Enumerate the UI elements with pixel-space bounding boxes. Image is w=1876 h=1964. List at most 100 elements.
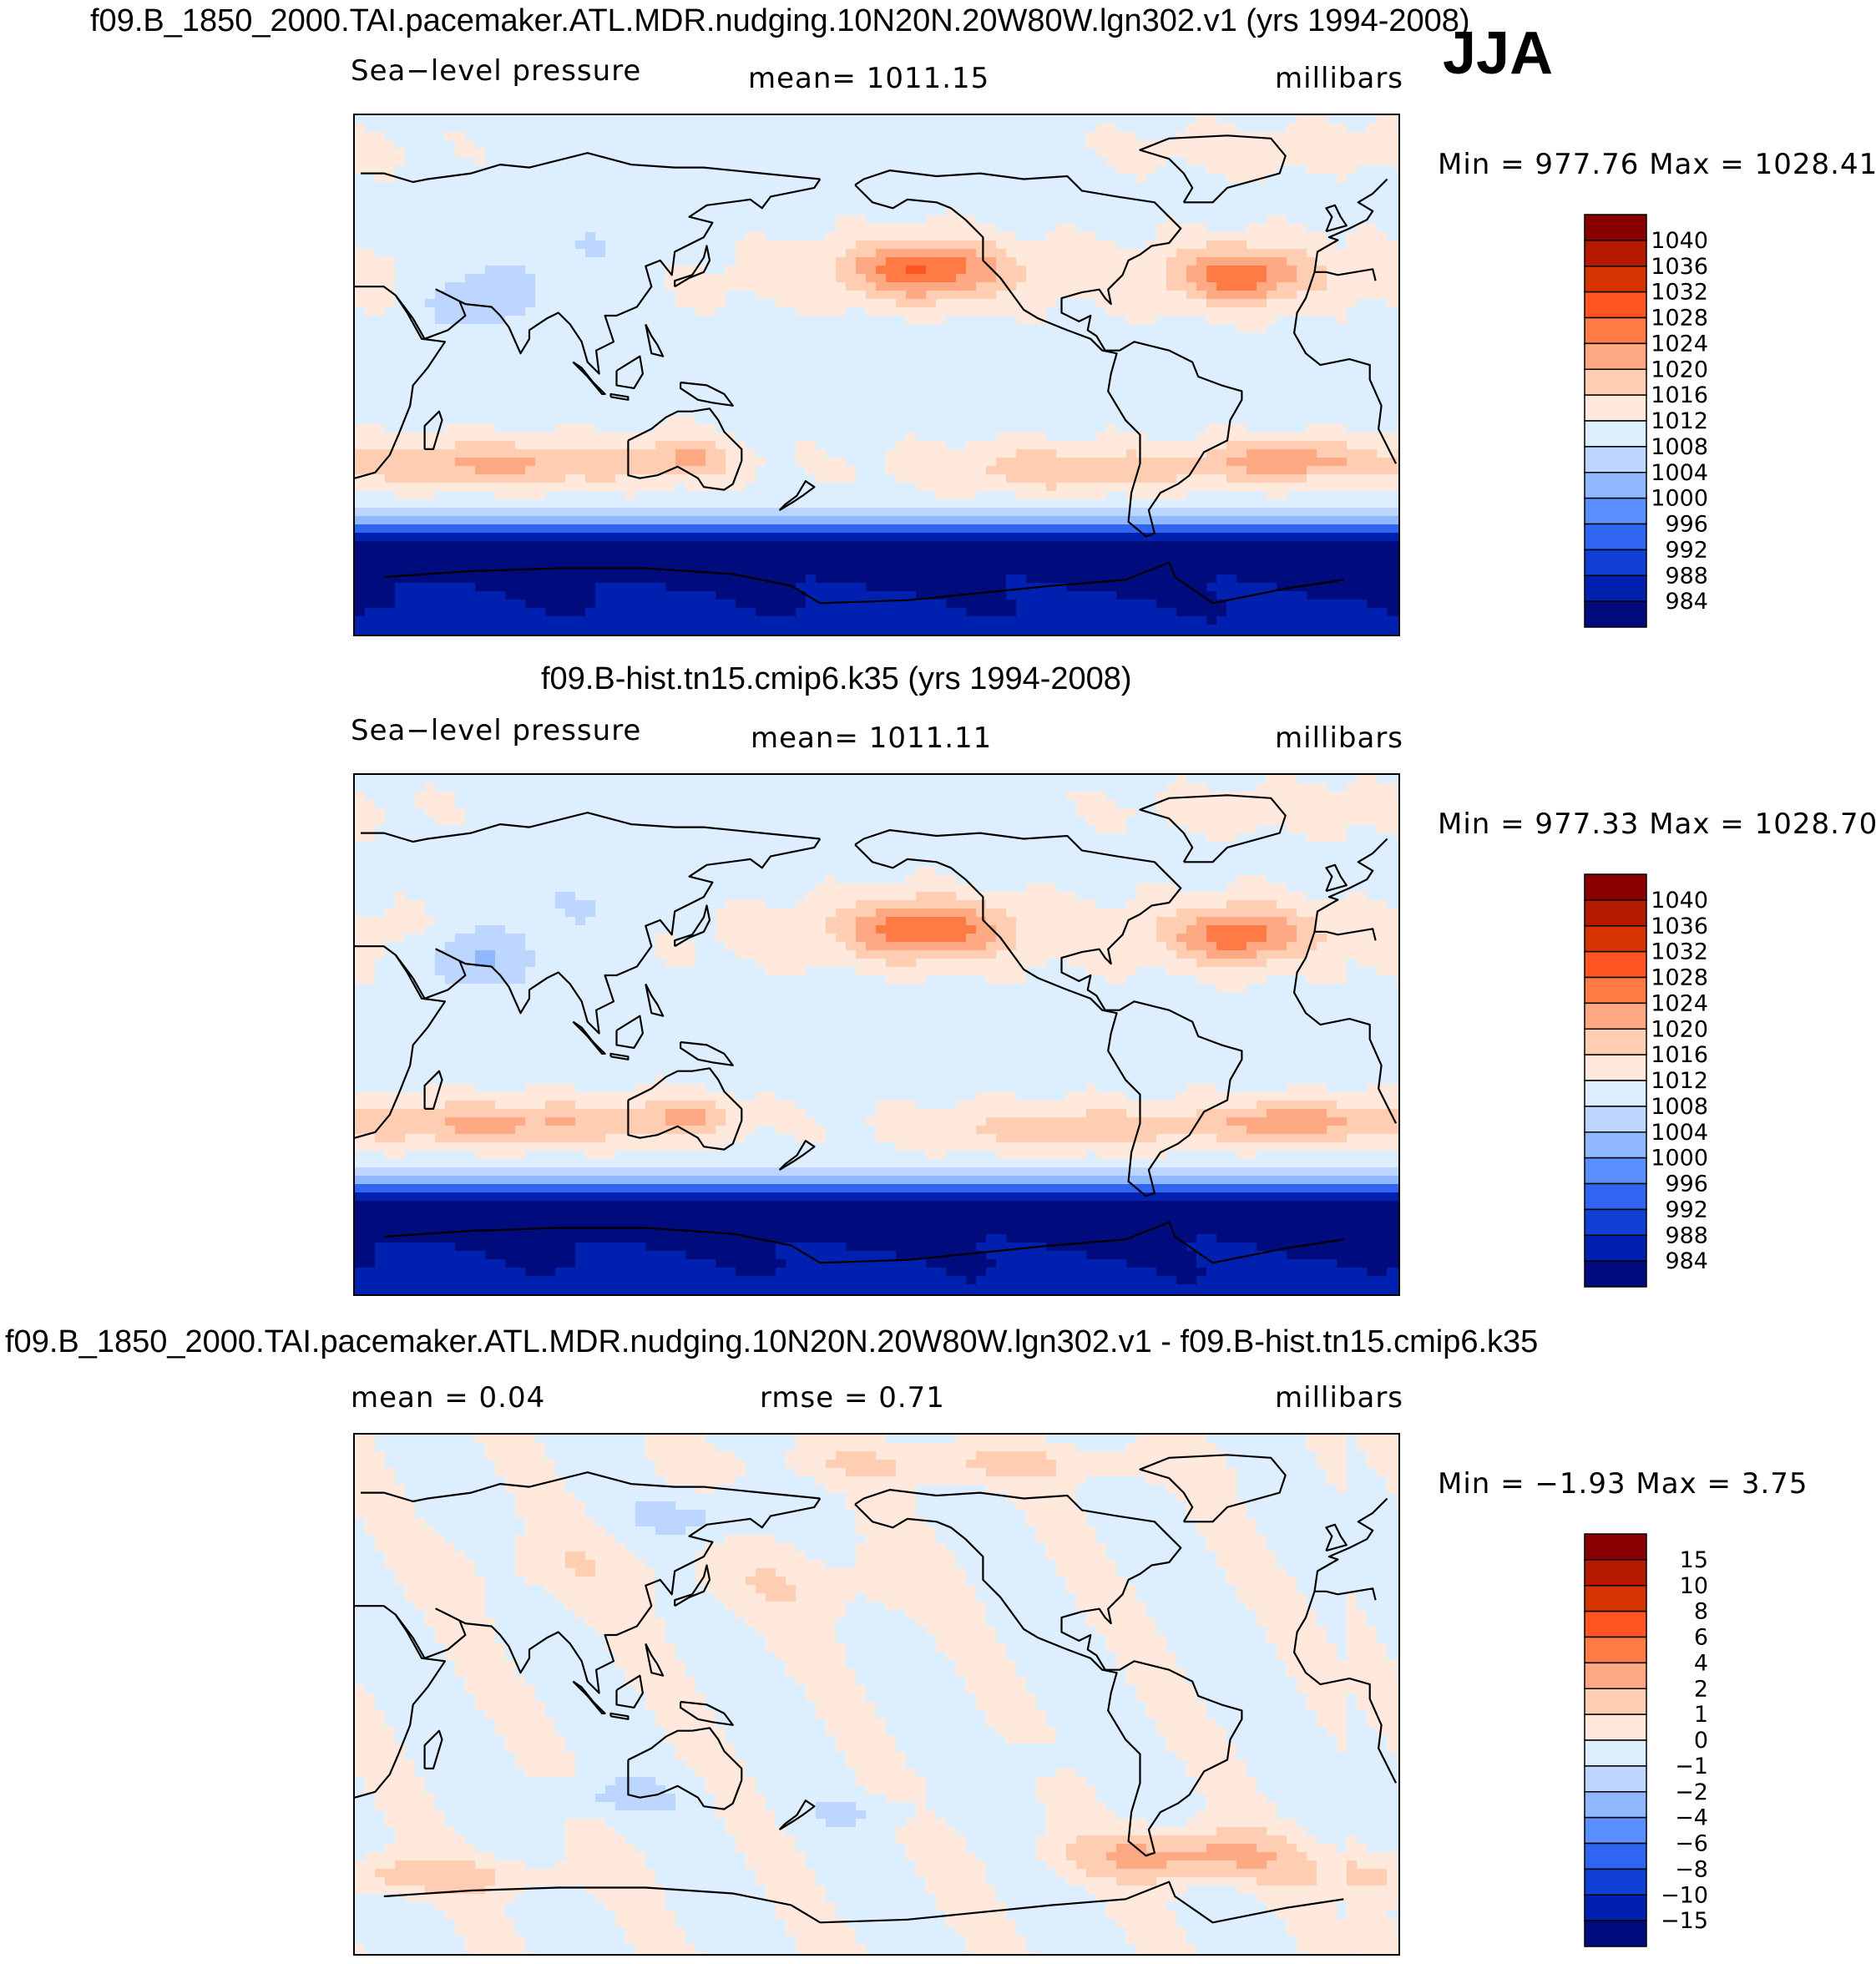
field-cell [816, 174, 827, 183]
field-cell [1006, 207, 1017, 216]
field-cell [545, 332, 556, 342]
field-cell [1116, 291, 1127, 300]
field-cell [916, 366, 927, 375]
field-cell [1016, 332, 1027, 342]
field-cell [535, 407, 546, 417]
field-cell [365, 257, 376, 266]
field-cell [786, 433, 796, 442]
field-cell [705, 266, 716, 275]
field-cell [856, 407, 867, 417]
field-cell [695, 483, 706, 492]
field-cell [1066, 266, 1077, 275]
field-cell [445, 174, 456, 183]
field-cell [1096, 215, 1107, 225]
field-cell [1146, 399, 1157, 408]
field-cell [1317, 282, 1327, 291]
field-cell [1216, 140, 1227, 149]
field-cell [1357, 316, 1368, 325]
field-cell [675, 240, 686, 250]
field-cell [1066, 282, 1077, 291]
field-cell [736, 307, 746, 316]
field-cell [876, 407, 887, 417]
field-cell [435, 316, 446, 325]
field-cell [615, 499, 626, 509]
field-cell [1066, 391, 1077, 400]
field-cell [1166, 399, 1177, 408]
field-cell [1287, 174, 1297, 183]
field-cell [956, 257, 967, 266]
field-cell [816, 232, 827, 241]
field-cell [1246, 374, 1257, 383]
field-cell [405, 157, 416, 166]
field-cell [1016, 232, 1027, 241]
field-cell [1387, 433, 1398, 442]
field-cell [635, 215, 646, 225]
field-cell [605, 424, 616, 433]
field-cell [1387, 416, 1398, 425]
field-cell [695, 391, 706, 400]
field-cell [1297, 399, 1307, 408]
field-cell [896, 249, 907, 258]
field-cell [485, 282, 496, 291]
field-cell [595, 349, 606, 358]
field-cell [455, 165, 466, 175]
field-cell [485, 307, 496, 316]
field-cell [1267, 299, 1277, 308]
field-cell [1347, 115, 1358, 124]
field-cell [1236, 215, 1247, 225]
field-cell [1116, 366, 1127, 375]
field-cell [1036, 299, 1047, 308]
field-cell [1257, 232, 1267, 241]
field-cell [936, 458, 947, 467]
field-cell [776, 274, 786, 283]
field-cell [726, 474, 736, 483]
field-cell [736, 416, 746, 425]
field-cell [926, 207, 937, 216]
field-cell [956, 207, 967, 216]
field-cell [776, 424, 786, 433]
field-cell [1176, 341, 1187, 350]
field-cell [1317, 374, 1327, 383]
field-cell [565, 508, 576, 517]
field-cell [595, 407, 606, 417]
field-cell [455, 282, 466, 291]
field-cell [1096, 324, 1107, 333]
field-cell [1176, 182, 1187, 191]
field-cell [796, 282, 807, 291]
field-cell [595, 499, 606, 509]
field-cell [555, 207, 566, 216]
field-cell [1216, 391, 1227, 400]
field-cell [575, 357, 586, 367]
field-cell [1347, 124, 1358, 133]
field-cell [665, 132, 676, 141]
field-cell [365, 132, 376, 141]
field-cell [976, 165, 987, 175]
field-cell [736, 165, 746, 175]
field-cell [806, 324, 817, 333]
field-cell [826, 266, 837, 275]
field-cell [746, 266, 756, 275]
field-cell [1367, 391, 1378, 400]
field-cell [585, 266, 596, 275]
field-cell [736, 433, 746, 442]
field-cell [565, 299, 576, 308]
field-cell [956, 407, 967, 417]
field-cell [866, 291, 877, 300]
field-cell [605, 257, 616, 266]
field-cell [906, 391, 917, 400]
field-cell [535, 391, 546, 400]
field-cell [705, 124, 716, 133]
field-cell [495, 316, 506, 325]
field-cell [1327, 199, 1337, 208]
field-cell [465, 366, 476, 375]
field-cell [515, 149, 526, 158]
field-cell [685, 232, 696, 241]
field-cell [946, 215, 957, 225]
field-cell [996, 382, 1007, 392]
field-cell [675, 307, 686, 316]
field-cell [1297, 458, 1307, 467]
field-cell [405, 324, 416, 333]
field-cell [1236, 366, 1247, 375]
field-cell [776, 307, 786, 316]
field-cell [1116, 249, 1127, 258]
